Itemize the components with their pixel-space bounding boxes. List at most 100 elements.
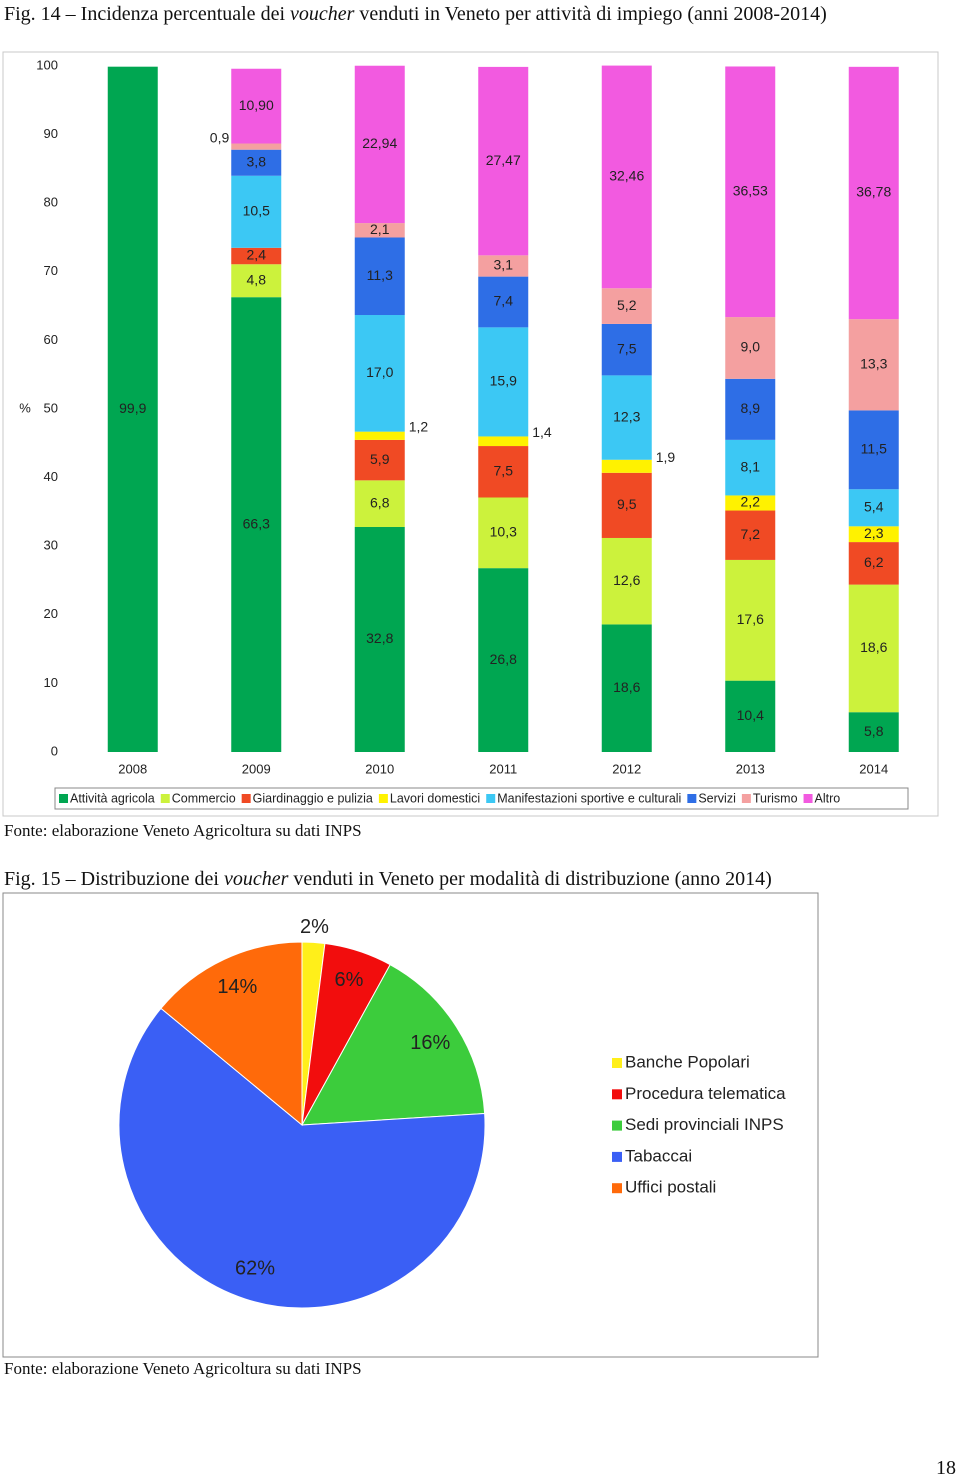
bar-segment: [848, 712, 899, 752]
legend-swatch: [378, 794, 388, 803]
value-label: 2%: [300, 916, 329, 938]
bar-segment: [848, 526, 899, 543]
legend-swatch: [612, 1151, 622, 1162]
legend-label: Uffici postali: [625, 1178, 716, 1197]
value-label: 9,0: [741, 339, 761, 355]
value-label: 18,6: [860, 639, 887, 655]
legend-swatch: [612, 1058, 622, 1068]
bar-segment: [848, 66, 899, 320]
x-tick-label: 2010: [365, 761, 394, 776]
value-label: 5,4: [864, 498, 884, 514]
value-label: 11,3: [367, 267, 393, 283]
bar-segment: [478, 446, 529, 498]
legend-label: Sedi provinciali INPS: [625, 1115, 784, 1134]
value-label: 6,2: [864, 554, 884, 570]
y-tick-label: 100: [36, 57, 58, 72]
caption-text: Fig. 15 – Distribuzione dei: [4, 868, 224, 890]
value-label: 13,3: [860, 355, 887, 371]
value-label: 36,78: [856, 184, 891, 200]
value-label: 11,5: [861, 441, 887, 457]
legend-swatch: [803, 794, 813, 803]
bar-segment: [354, 439, 405, 481]
y-tick-label: 10: [44, 675, 58, 690]
value-label: 1,4: [532, 424, 552, 440]
bar-segment: [478, 327, 529, 437]
value-label: 9,5: [617, 496, 637, 512]
value-label: 1,9: [656, 449, 676, 465]
value-label: 5,2: [617, 297, 637, 313]
pie-slice: [160, 941, 303, 1127]
value-label: 62%: [235, 1258, 275, 1280]
value-label: 4,8: [247, 271, 267, 287]
bar-segment: [601, 323, 652, 376]
value-label: 2,2: [741, 494, 761, 510]
source-note: Fonte: elaborazione Veneto Agricoltura s…: [4, 1359, 362, 1378]
bar-segment: [725, 378, 776, 440]
bar-segment: [601, 65, 652, 289]
x-tick-label: 2011: [489, 761, 517, 776]
bar-segment: [354, 526, 405, 752]
value-label: 12,6: [613, 572, 640, 588]
bar-segment: [725, 495, 776, 511]
value-label: 12,3: [613, 408, 640, 424]
value-label: 8,9: [741, 400, 761, 416]
value-label: 10,4: [737, 707, 764, 723]
value-label: 66,3: [243, 515, 270, 531]
figure-caption: Fig. 15 – Distribuzione dei voucher vend…: [4, 867, 956, 892]
bar-segment: [231, 264, 282, 298]
bar-segment: [601, 288, 652, 324]
value-label: 3,8: [247, 153, 267, 169]
value-label: 16%: [410, 1032, 450, 1054]
y-tick-label: 70: [44, 263, 58, 278]
value-label: 10,3: [490, 524, 517, 540]
bar-segment: [601, 537, 652, 625]
legend-label: Tabaccai: [625, 1146, 692, 1165]
value-label: 17,0: [366, 364, 393, 380]
y-tick-label: 40: [44, 469, 58, 484]
bar-segment: [725, 66, 776, 318]
bar-segment: [848, 489, 899, 527]
legend-label: Giardinaggio e pulizia: [253, 791, 373, 805]
bar-segment: [601, 472, 652, 538]
value-label: 8,1: [741, 458, 761, 474]
legend-label: Altro: [815, 791, 841, 805]
value-label: 14%: [217, 976, 257, 998]
legend-swatch: [59, 794, 68, 803]
value-label: 7,4: [494, 293, 514, 309]
value-label: 5,9: [370, 451, 390, 467]
value-label: 2,3: [864, 525, 884, 541]
bar-segment: [725, 559, 776, 681]
value-label: 5,8: [864, 723, 884, 739]
value-label: 26,8: [490, 651, 517, 667]
value-label: 7,5: [617, 340, 637, 356]
bar-segment: [354, 480, 405, 527]
legend-swatch: [160, 794, 170, 803]
bar-segment: [231, 175, 282, 248]
value-label: 2,4: [247, 247, 267, 263]
value-label: 6,8: [370, 494, 390, 510]
value-label: 3,1: [494, 257, 514, 273]
bar-segment: [354, 315, 405, 432]
bar-segment: [478, 568, 529, 752]
bar-segment: [478, 255, 529, 277]
y-tick-label: 90: [44, 126, 58, 141]
caption-text: Fig. 14 – Incidenza percentuale dei: [4, 3, 290, 25]
y-tick-label: 80: [44, 195, 58, 210]
legend-label: Procedura telematica: [625, 1084, 786, 1103]
bar-segment: [478, 436, 529, 447]
bar-segment: [725, 317, 776, 379]
value-label: 10,5: [243, 202, 270, 218]
x-tick-label: 2012: [612, 761, 641, 776]
value-label: 18,6: [613, 679, 640, 695]
y-tick-label: 50: [44, 400, 58, 415]
figure-caption: Fig. 14 – Incidenza percentuale dei vouc…: [4, 2, 956, 27]
value-label: 7,2: [741, 526, 761, 542]
x-tick-label: 2014: [859, 761, 888, 776]
legend-label: Manifestazioni sportive e culturali: [497, 791, 681, 805]
bar-segment: [107, 66, 158, 753]
y-tick-label: 20: [44, 606, 58, 621]
bar-segment: [354, 237, 405, 316]
legend-label: Banche Popolari: [625, 1052, 750, 1071]
legend-swatch: [687, 794, 697, 803]
